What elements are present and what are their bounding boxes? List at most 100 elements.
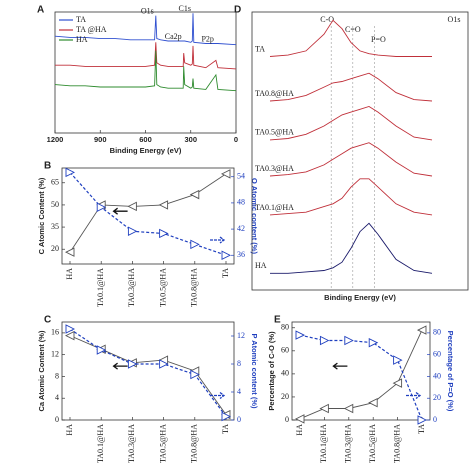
- panel-letter: D: [234, 5, 241, 16]
- peak-annotation: O1s: [141, 6, 154, 15]
- y2-tick-label: 4: [237, 387, 241, 396]
- legend-label: HA: [76, 35, 88, 44]
- x-tick-label: TA0.8@HA: [392, 424, 401, 463]
- y2-tick-label: 0: [237, 415, 241, 424]
- x-tick-label: HA: [65, 424, 74, 436]
- data-point: [295, 330, 306, 340]
- data-point: [344, 335, 354, 346]
- data-point: [189, 189, 200, 200]
- data-point: [416, 325, 427, 335]
- x-tick-label: 300: [184, 135, 197, 144]
- y2-tick-label: 54: [237, 172, 245, 181]
- data-point: [65, 167, 76, 178]
- x-tick-label: TA0.5@HA: [368, 424, 377, 463]
- series-line: [55, 42, 237, 70]
- y-axis-label: Percentage of C-O (%): [267, 331, 276, 411]
- data-point: [368, 397, 378, 408]
- x-tick-label: TA0.3@HA: [344, 424, 353, 463]
- x-tick-label: TA0.5@HA: [158, 268, 167, 307]
- axis-arrow: [112, 207, 128, 215]
- plot-frame: [61, 167, 235, 265]
- x-axis-label: Binding Energy (eV): [110, 146, 182, 155]
- data-point: [221, 411, 232, 422]
- peak-label: C=O: [345, 25, 361, 34]
- plot-frame: [251, 11, 469, 291]
- y2-tick-label: 42: [237, 224, 245, 233]
- y2-tick-label: 48: [237, 198, 245, 207]
- peak-annotation: P2p: [201, 34, 213, 43]
- x-tick-label: TA: [417, 424, 426, 434]
- data-point: [127, 359, 138, 369]
- y2-tick-label: 12: [237, 331, 245, 340]
- panel-letter: B: [44, 161, 51, 172]
- data-point: [221, 250, 232, 261]
- y-tick-label: 40: [281, 369, 289, 378]
- y-tick-label: 16: [51, 328, 59, 337]
- x-tick-label: 600: [139, 135, 152, 144]
- data-point: [190, 239, 200, 250]
- data-point: [127, 226, 138, 237]
- peak-annotation: Ca2p: [165, 32, 182, 41]
- x-tick-label: TA: [221, 424, 230, 434]
- data-point: [294, 414, 305, 424]
- panel-letter: A: [37, 5, 44, 16]
- y-tick-label: 80: [281, 323, 289, 332]
- axis-arrow: [406, 391, 422, 400]
- x-tick-label: 900: [94, 135, 107, 144]
- x-tick-label: TA: [221, 268, 230, 278]
- data-point: [127, 201, 137, 212]
- series-line: [299, 334, 423, 421]
- axis-arrow: [210, 391, 226, 400]
- y-tick-label: 20: [51, 244, 59, 253]
- data-point: [393, 355, 403, 365]
- x-tick-label: TA0.1@HA: [96, 268, 105, 307]
- data-point: [96, 345, 107, 355]
- y-axis-label: C Atomic Content (%): [37, 177, 46, 254]
- x-tick-label: TA0.3@HA: [127, 424, 136, 463]
- series-line: [269, 178, 433, 216]
- x-tick-label: HA: [295, 424, 304, 436]
- data-point: [368, 337, 379, 348]
- data-point: [158, 200, 169, 210]
- series-line: [269, 142, 433, 177]
- series-label: HA: [255, 261, 267, 270]
- y2-axis-label: Percentage of P=O (%): [446, 331, 455, 412]
- peak-annotation: C1s: [179, 4, 191, 13]
- series-line: [270, 222, 433, 274]
- y-tick-label: 50: [51, 200, 59, 209]
- y-tick-label: 60: [281, 346, 289, 355]
- x-tick-label: 1200: [47, 135, 64, 144]
- x-tick-label: TA0.1@HA: [96, 424, 105, 463]
- data-point: [319, 403, 329, 414]
- y2-axis-label: O Atomic content (%): [250, 178, 259, 254]
- x-tick-label: TA0.3@HA: [127, 268, 136, 307]
- data-point: [392, 378, 403, 388]
- x-tick-label: 0: [234, 135, 238, 144]
- data-point: [417, 415, 428, 425]
- series-line: [54, 50, 237, 92]
- series-line: [69, 172, 227, 256]
- axis-arrow: [210, 236, 226, 244]
- y2-tick-label: 8: [237, 359, 241, 368]
- data-point: [159, 228, 169, 239]
- y2-tick-label: 20: [433, 393, 441, 402]
- axis-arrow: [332, 362, 348, 370]
- series-label: TA0.1@HA: [255, 203, 294, 212]
- chart-title: O1s: [448, 15, 461, 24]
- y2-tick-label: 60: [433, 349, 441, 358]
- data-point: [343, 403, 354, 414]
- y2-tick-label: 0: [433, 415, 437, 424]
- data-point: [64, 330, 75, 341]
- series-line: [69, 328, 227, 417]
- y-tick-label: 8: [55, 371, 59, 380]
- peak-label: C-O: [320, 15, 334, 24]
- y2-tick-label: 36: [237, 250, 245, 259]
- legend-label: TA: [76, 15, 86, 24]
- series-line: [299, 329, 423, 420]
- series-line: [269, 72, 433, 102]
- x-tick-label: TA0.8@HA: [190, 424, 199, 463]
- data-point: [319, 335, 330, 346]
- series-line: [69, 335, 227, 415]
- x-tick-label: TA0.5@HA: [158, 424, 167, 463]
